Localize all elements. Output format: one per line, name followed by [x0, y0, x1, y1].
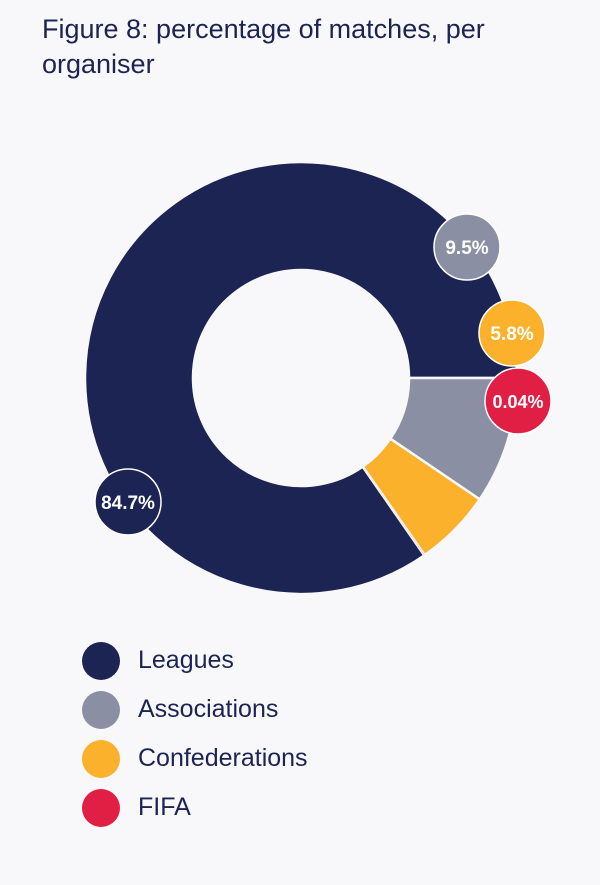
legend-swatch	[82, 641, 120, 680]
legend-label: Associations	[138, 695, 279, 723]
data-label-text: 0.04%	[492, 392, 543, 412]
data-label-associations: 9.5%	[433, 213, 501, 281]
slice-fifa	[362, 466, 426, 556]
legend-swatch	[82, 788, 120, 827]
data-label-text: 9.5%	[445, 238, 488, 259]
legend-label: Confederations	[138, 744, 308, 772]
data-label-text: 5.8%	[490, 324, 533, 345]
donut-chart: 84.7% 9.5% 5.8% 0.04%	[83, 160, 552, 596]
legend-swatch	[82, 739, 120, 778]
legend-item-confederations: Confederations	[82, 734, 308, 783]
legend: Leagues Associations Confederations FIFA	[82, 636, 308, 832]
data-label-text: 84.7%	[101, 493, 155, 514]
data-label-fifa: 0.04%	[484, 367, 552, 435]
legend-swatch	[82, 690, 120, 729]
legend-item-fifa: FIFA	[82, 783, 308, 832]
legend-label: Leagues	[138, 646, 234, 674]
legend-label: FIFA	[138, 793, 191, 821]
data-label-leagues: 84.7%	[94, 468, 162, 536]
chart-title: Figure 8: percentage of matches, per org…	[42, 14, 485, 79]
legend-item-leagues: Leagues	[82, 636, 308, 685]
data-label-confederations: 5.8%	[478, 299, 546, 367]
legend-item-associations: Associations	[82, 685, 308, 734]
